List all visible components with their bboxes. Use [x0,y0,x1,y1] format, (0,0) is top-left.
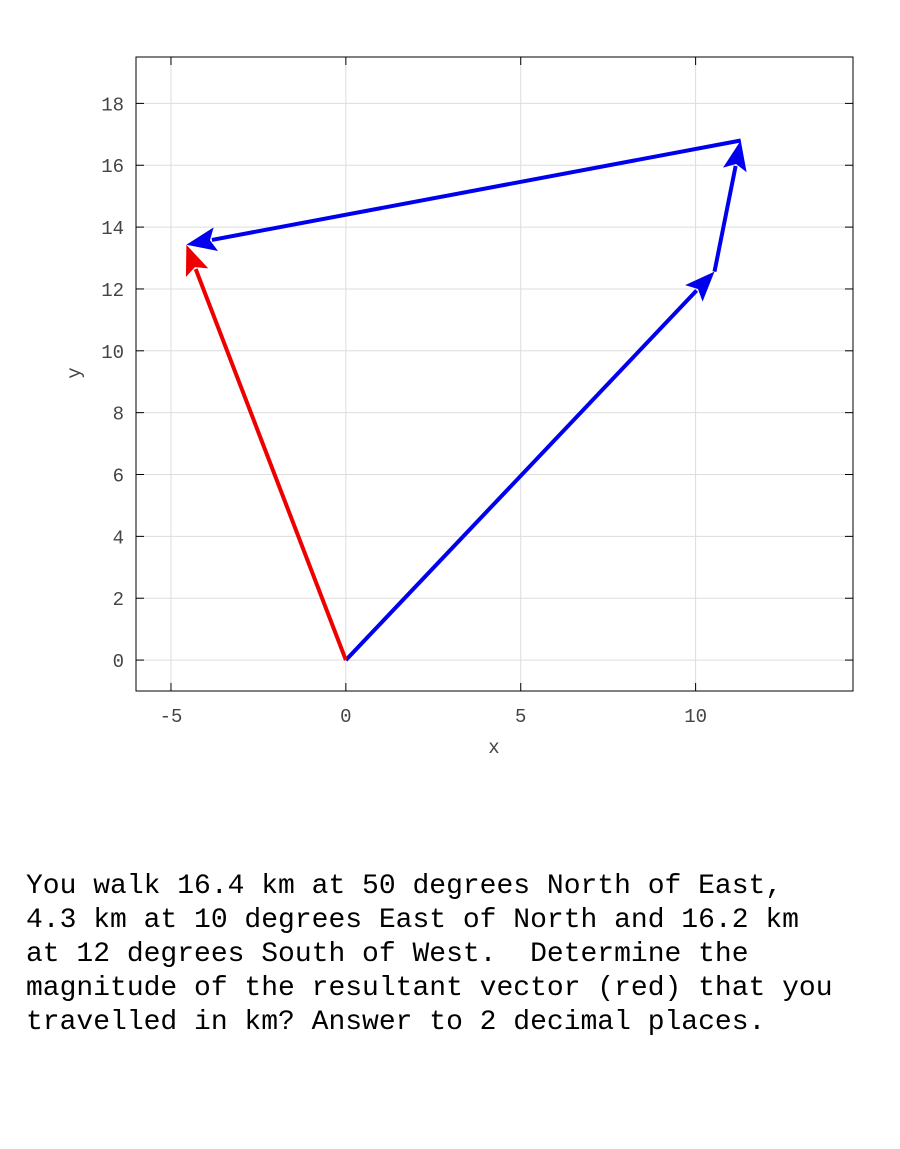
vector-shaft [211,138,742,242]
y-tick-label: 2 [113,589,124,611]
x-tick-label: 10 [684,706,707,728]
y-tick-label: 4 [113,527,124,549]
y-tick-label: 6 [113,466,124,488]
vector-shaft [712,165,738,273]
x-tick-label: 0 [340,706,351,728]
question: You walk 16.4 km at 50 degrees North of … [26,870,833,1040]
x-tick-label: 5 [515,706,526,728]
vector-shaft [193,268,348,661]
plot-frame [135,56,854,692]
y-tick-label: 12 [101,280,124,302]
question-line: 4.3 km at 10 degrees East of North and 1… [26,905,799,936]
x-axis-label: x [488,737,499,759]
y-axis-label: y [64,367,86,378]
y-tick-label: 0 [113,651,124,673]
y-tick-label: 18 [101,94,124,116]
vector-head [685,271,715,302]
question-line: at 12 degrees South of West. Determine t… [26,939,749,970]
question-line: You walk 16.4 km at 50 degrees North of … [26,871,783,902]
y-tick-label: 8 [113,404,124,426]
y-tick-label: 16 [101,156,124,178]
x-tick-label: -5 [160,706,183,728]
vector-head [185,244,209,278]
chart: x y -5 0 5 10 0 2 4 6 8 10 12 14 16 18 [64,56,854,759]
question-line: travelled in km? Answer to 2 decimal pla… [26,1007,766,1038]
y-tick-label: 10 [101,342,124,364]
y-tick-label: 14 [101,218,124,240]
vector-shaft [344,289,699,662]
vector-head [723,140,747,173]
vector-head [186,227,219,251]
question-line: magnitude of the resultant vector (red) … [26,973,833,1004]
